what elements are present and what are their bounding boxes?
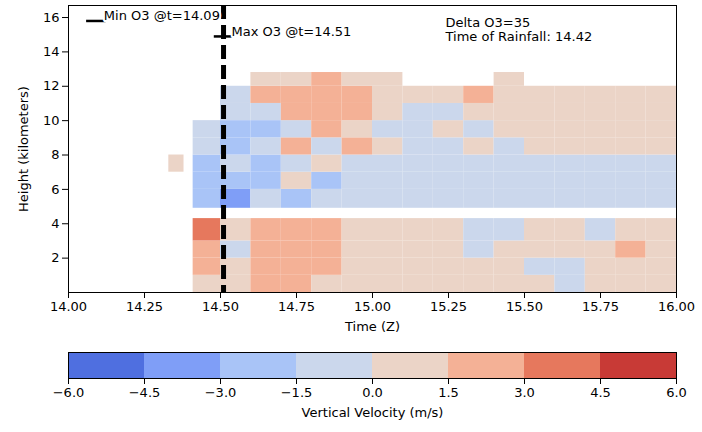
svg-text:−4.5: −4.5 [129, 385, 161, 400]
svg-text:−6.0: −6.0 [53, 385, 85, 400]
svg-text:0.0: 0.0 [362, 385, 383, 400]
svg-text:4.5: 4.5 [590, 385, 611, 400]
svg-text:3.0: 3.0 [514, 385, 535, 400]
svg-text:12: 12 [43, 78, 60, 93]
svg-text:Time (Z): Time (Z) [344, 319, 400, 334]
svg-text:14.00: 14.00 [50, 299, 87, 314]
svg-text:15.75: 15.75 [582, 299, 619, 314]
svg-text:14.50: 14.50 [202, 299, 239, 314]
svg-text:4: 4 [51, 216, 59, 231]
svg-text:15.25: 15.25 [430, 299, 467, 314]
svg-text:−3.0: −3.0 [205, 385, 237, 400]
svg-text:6.0: 6.0 [666, 385, 687, 400]
svg-text:14.75: 14.75 [278, 299, 315, 314]
svg-text:Height (kilometers): Height (kilometers) [16, 86, 31, 212]
svg-text:14.25: 14.25 [126, 299, 163, 314]
svg-text:1.5: 1.5 [438, 385, 459, 400]
svg-text:Max O3 @t=14.51: Max O3 @t=14.51 [232, 24, 352, 39]
svg-text:−1.5: −1.5 [281, 385, 313, 400]
svg-text:Min O3 @t=14.09: Min O3 @t=14.09 [104, 8, 220, 23]
svg-text:16.00: 16.00 [658, 299, 695, 314]
svg-text:10: 10 [43, 113, 60, 128]
svg-text:8: 8 [51, 147, 59, 162]
svg-text:16: 16 [43, 10, 60, 25]
svg-text:2: 2 [51, 250, 59, 265]
svg-text:Time of Rainfall: 14.42: Time of Rainfall: 14.42 [445, 29, 593, 44]
svg-text:14: 14 [43, 44, 60, 59]
svg-text:6: 6 [51, 182, 59, 197]
svg-text:15.50: 15.50 [506, 299, 543, 314]
svg-text:Vertical Velocity (m/s): Vertical Velocity (m/s) [302, 405, 444, 420]
svg-text:15.00: 15.00 [354, 299, 391, 314]
svg-text:Delta O3=35: Delta O3=35 [446, 15, 531, 30]
